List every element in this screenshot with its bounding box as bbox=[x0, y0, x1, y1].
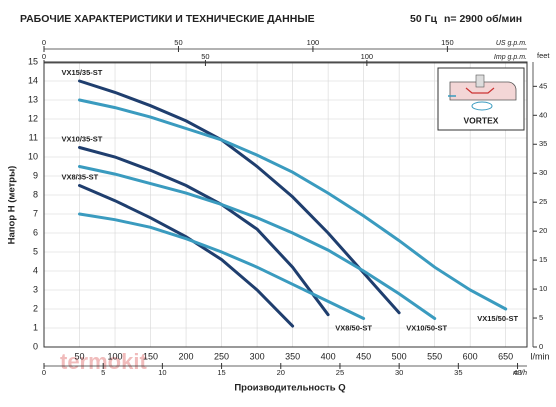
y2-tick-label: 0 bbox=[539, 342, 543, 351]
secondary-tick-label: 50 bbox=[201, 52, 209, 61]
series-label: VX10/35-ST bbox=[62, 134, 103, 143]
secondary-tick-label: 100 bbox=[361, 52, 374, 61]
y-tick-label: 6 bbox=[33, 227, 38, 237]
y-tick-label: 2 bbox=[33, 303, 38, 313]
secondary-tick-label: 15 bbox=[217, 368, 225, 377]
series-label: VX10/50-ST bbox=[406, 323, 447, 332]
axis-unit: feet bbox=[537, 51, 550, 60]
y-tick-label: 7 bbox=[33, 208, 38, 218]
vortex-inset: VORTEX bbox=[437, 67, 525, 131]
y2-tick-label: 45 bbox=[539, 81, 547, 90]
impeller bbox=[465, 87, 495, 94]
x-tick-label: 650 bbox=[498, 351, 513, 361]
series-label: VX8/50-ST bbox=[335, 323, 372, 332]
y2-tick-label: 15 bbox=[539, 255, 547, 264]
vortex-swirl bbox=[471, 101, 493, 111]
series-label: VX8/35-ST bbox=[62, 172, 99, 181]
y-tick-label: 0 bbox=[33, 341, 38, 351]
y-tick-label: 12 bbox=[28, 113, 38, 123]
speed: n= 2900 об/мин bbox=[444, 13, 522, 25]
secondary-tick-label: 30 bbox=[395, 368, 403, 377]
y-tick-label: 3 bbox=[33, 284, 38, 294]
y-tick-label: 11 bbox=[29, 132, 38, 142]
y-tick-label: 10 bbox=[28, 151, 38, 161]
y2-tick-label: 30 bbox=[539, 168, 547, 177]
series-line bbox=[78, 79, 401, 315]
axis-unit: Imp g.p.m. bbox=[494, 54, 527, 61]
x-tick-label: 100 bbox=[108, 351, 123, 361]
x-tick-label: 350 bbox=[285, 351, 300, 361]
y-tick-label: 5 bbox=[33, 246, 38, 256]
plot-frame bbox=[43, 61, 528, 348]
secondary-tick-label: 35 bbox=[454, 368, 462, 377]
x-tick-label: 150 bbox=[143, 351, 158, 361]
secondary-tick-label: 150 bbox=[441, 38, 454, 47]
x-tick-label: 50 bbox=[75, 351, 85, 361]
x-axis-title: Производительность Q bbox=[234, 383, 345, 394]
series-line bbox=[78, 184, 295, 328]
y-tick-label: 15 bbox=[28, 56, 38, 66]
x-tick-label: 500 bbox=[392, 351, 407, 361]
x-tick-label: 200 bbox=[179, 351, 194, 361]
y2-tick-label: 25 bbox=[539, 197, 547, 206]
x-tick-label: 300 bbox=[250, 351, 265, 361]
series-line bbox=[78, 98, 508, 311]
series-label: VX15/50-ST bbox=[477, 314, 518, 323]
y-tick-label: 1 bbox=[33, 322, 38, 332]
pump-body bbox=[449, 81, 517, 101]
x-tick-label: 450 bbox=[356, 351, 371, 361]
y2-tick-label: 10 bbox=[539, 284, 547, 293]
y2-tick-label: 5 bbox=[539, 313, 543, 322]
pump-shaft bbox=[475, 74, 485, 88]
watermark: termokit bbox=[60, 349, 147, 374]
y2-tick-label: 20 bbox=[539, 226, 547, 235]
secondary-tick-label: 5 bbox=[101, 368, 105, 377]
secondary-tick-label: 40 bbox=[513, 368, 521, 377]
y-axis-title: Напор H (метры) bbox=[7, 166, 18, 245]
series-line bbox=[78, 146, 330, 317]
x-tick-label: 600 bbox=[463, 351, 478, 361]
x-tick-label: 400 bbox=[321, 351, 336, 361]
y-tick-label: 8 bbox=[33, 189, 38, 199]
series-line bbox=[78, 165, 437, 320]
secondary-tick-label: 25 bbox=[336, 368, 344, 377]
secondary-tick-label: 0 bbox=[42, 368, 46, 377]
y-tick-label: 4 bbox=[33, 265, 38, 275]
axis-unit: m³/h bbox=[513, 370, 527, 377]
secondary-tick-label: 0 bbox=[42, 38, 46, 47]
secondary-tick-label: 20 bbox=[277, 368, 285, 377]
x-tick-label: 250 bbox=[214, 351, 229, 361]
series-line bbox=[78, 212, 366, 320]
secondary-tick-label: 100 bbox=[307, 38, 320, 47]
axis-unit: US g.p.m. bbox=[496, 40, 527, 47]
secondary-tick-label: 50 bbox=[174, 38, 182, 47]
secondary-tick-label: 0 bbox=[42, 52, 46, 61]
y2-tick-label: 35 bbox=[539, 139, 547, 148]
y-tick-label: 9 bbox=[33, 170, 38, 180]
x-tick-label: 550 bbox=[427, 351, 442, 361]
y-tick-label: 13 bbox=[28, 94, 38, 104]
y2-tick-label: 40 bbox=[539, 110, 547, 119]
chart-title: РАБОЧИЕ ХАРАКТЕРИСТИКИ И ТЕХНИЧЕСКИЕ ДАН… bbox=[20, 13, 315, 25]
series-label: VX15/35-ST bbox=[62, 68, 103, 77]
x-unit: l/min bbox=[530, 351, 549, 361]
secondary-tick-label: 10 bbox=[158, 368, 166, 377]
y-tick-label: 14 bbox=[28, 75, 38, 85]
inset-label: VORTEX bbox=[464, 115, 499, 125]
frequency: 50 Гц bbox=[410, 13, 438, 25]
